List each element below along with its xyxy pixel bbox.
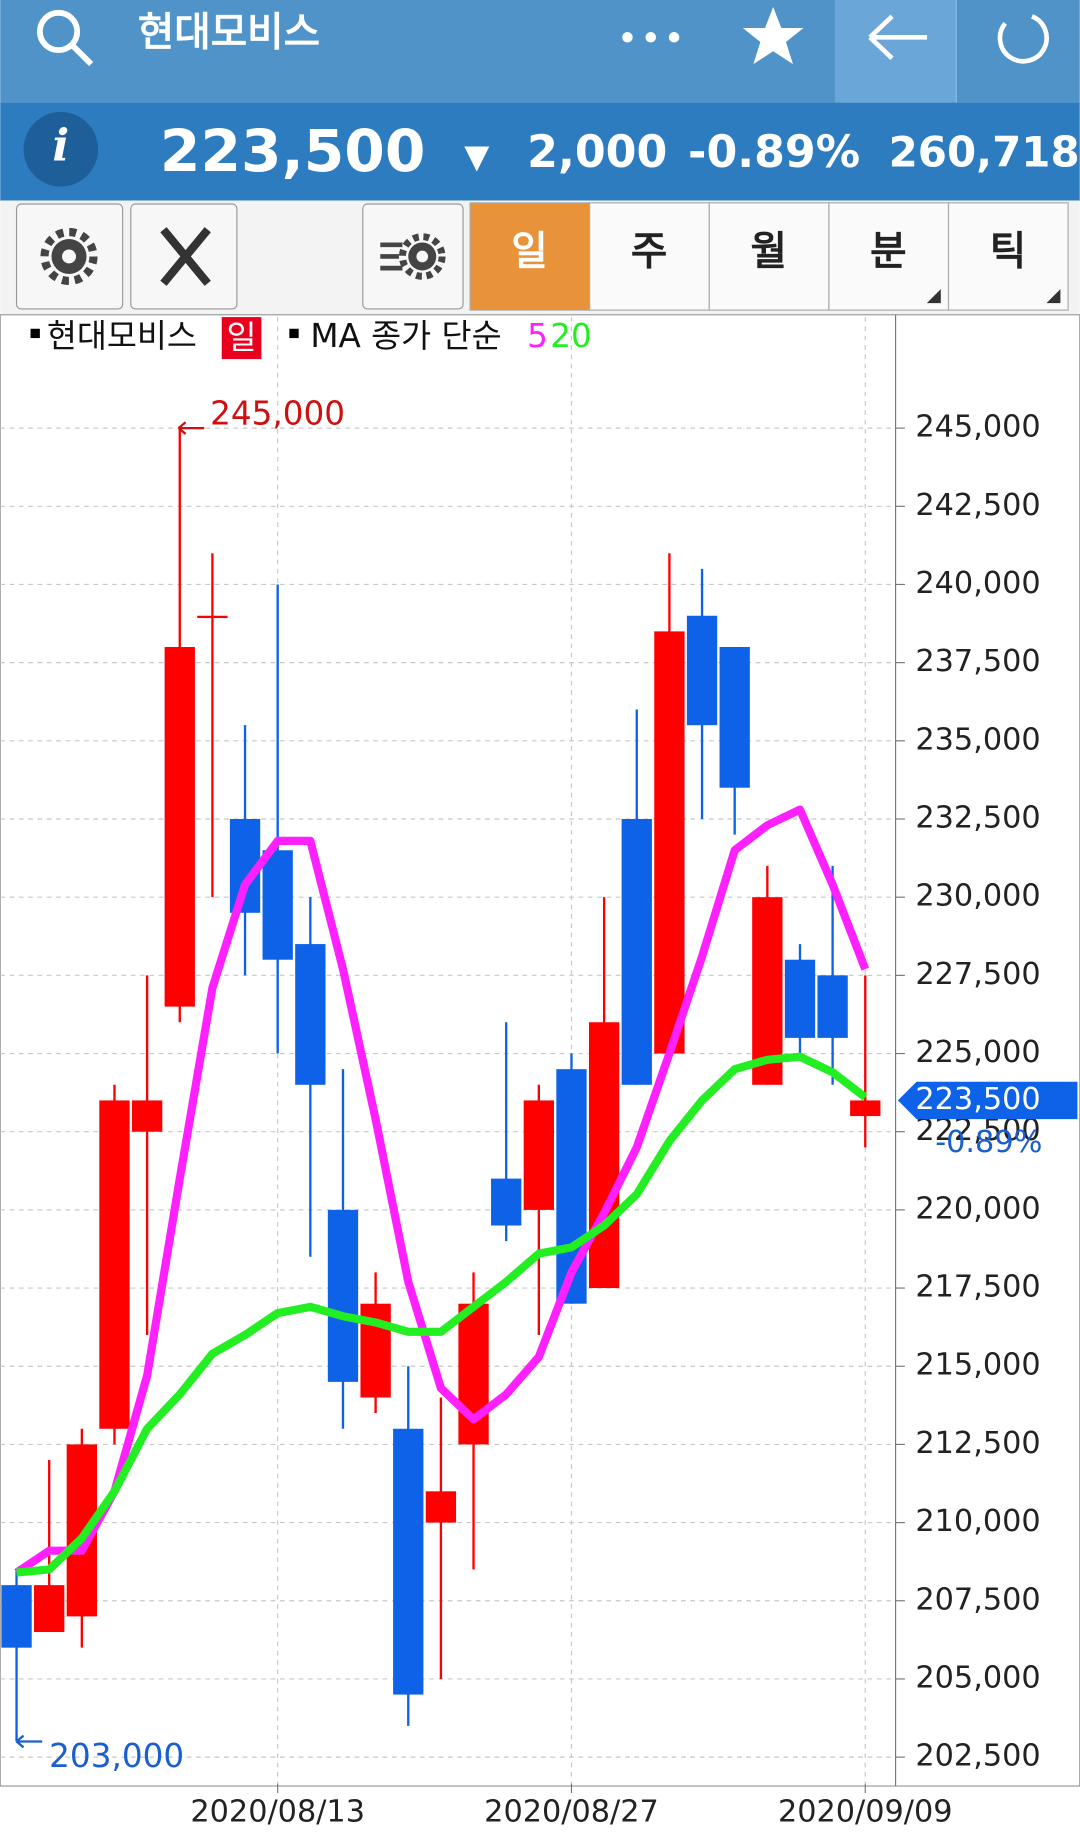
current-price-tag bbox=[897, 1081, 1078, 1120]
y-tick-label: 212,500 bbox=[915, 1426, 1040, 1461]
info-icon: i bbox=[52, 120, 69, 172]
stock-title: 현대모비스 bbox=[138, 9, 320, 55]
candle-body bbox=[34, 1585, 65, 1633]
current-change: -0.89% bbox=[935, 1125, 1042, 1160]
back-icon[interactable] bbox=[868, 14, 928, 60]
candle-body bbox=[686, 615, 718, 726]
legend-name: 현대모비스 bbox=[47, 317, 197, 355]
list-icon bbox=[380, 242, 403, 271]
y-tick-label: 242,500 bbox=[915, 488, 1040, 523]
y-tick-label: 217,500 bbox=[915, 1270, 1040, 1305]
high-label: 245,000 bbox=[210, 394, 345, 432]
candle-body bbox=[491, 1178, 522, 1226]
candle-body bbox=[327, 1209, 359, 1382]
candle-body bbox=[99, 1100, 130, 1429]
y-tick-label: 207,500 bbox=[915, 1582, 1040, 1617]
legend-ma-label: MA 종가 단순 bbox=[310, 317, 501, 355]
period-badge bbox=[221, 317, 262, 360]
candle-body bbox=[262, 850, 293, 960]
low-arrow bbox=[15, 1734, 43, 1749]
high-arrow bbox=[177, 421, 205, 435]
period-tab[interactable] bbox=[828, 202, 950, 311]
search-icon[interactable] bbox=[36, 9, 94, 67]
y-tick-label: 220,000 bbox=[915, 1191, 1040, 1226]
candle-body bbox=[295, 944, 326, 1085]
more-icon[interactable] bbox=[622, 32, 680, 43]
top-bar: 현대모비스 bbox=[0, 0, 1080, 103]
refresh-icon[interactable] bbox=[997, 14, 1049, 64]
period-tab-label: 일 bbox=[511, 229, 547, 275]
y-tick-label: 232,500 bbox=[915, 800, 1040, 835]
candle-body bbox=[850, 1100, 881, 1117]
price: 223,500 bbox=[160, 117, 425, 185]
y-tick-label: 225,000 bbox=[915, 1035, 1040, 1070]
y-tick-label: 245,000 bbox=[915, 410, 1040, 445]
dropdown-mark bbox=[926, 289, 941, 304]
candle-body bbox=[588, 1022, 620, 1289]
ma-line bbox=[16, 1052, 868, 1577]
period-tab[interactable] bbox=[708, 202, 830, 311]
y-tick-label: 202,500 bbox=[915, 1739, 1040, 1774]
legend-marker bbox=[289, 328, 299, 339]
candle-body bbox=[752, 897, 783, 1085]
legend-period: 일 bbox=[227, 318, 257, 356]
tools-icon bbox=[160, 227, 211, 286]
gear-icon bbox=[40, 227, 98, 286]
x-tick-label: 2020/08/13 bbox=[190, 1794, 365, 1828]
candle-body bbox=[197, 615, 228, 619]
volume: 260,718 bbox=[889, 128, 1080, 177]
period-tab[interactable] bbox=[469, 202, 591, 311]
period-tab-label: 분 bbox=[870, 229, 906, 275]
back-highlight bbox=[834, 0, 957, 103]
candle-body bbox=[1, 1585, 32, 1648]
x-tick-label: 2020/08/27 bbox=[484, 1794, 659, 1828]
period-tab[interactable] bbox=[947, 202, 1069, 311]
low-label: 203,000 bbox=[49, 1737, 184, 1775]
price-bar: i 223,500 ▼ 2,000 -0.89% 260,718 bbox=[0, 102, 1080, 201]
candle-body bbox=[817, 975, 848, 1038]
y-tick-label: 240,000 bbox=[915, 566, 1040, 601]
star-icon[interactable] bbox=[742, 6, 804, 65]
change-arrow: ▼ bbox=[464, 138, 489, 176]
candle-body bbox=[523, 1100, 554, 1210]
change: 2,000 bbox=[527, 127, 667, 178]
candle-body bbox=[654, 631, 685, 1054]
candle-body bbox=[393, 1428, 424, 1695]
change-pct: -0.89% bbox=[688, 127, 860, 178]
current-price-label: 223,500 bbox=[915, 1082, 1040, 1117]
candle-body bbox=[164, 647, 195, 1007]
info-button[interactable] bbox=[23, 111, 99, 187]
candle-body bbox=[425, 1491, 457, 1523]
price-bar-bg bbox=[0, 102, 1080, 201]
period-tab-label: 틱 bbox=[990, 229, 1026, 275]
y-tick-label: 210,000 bbox=[915, 1504, 1040, 1539]
y-tick-label: 235,000 bbox=[915, 722, 1040, 757]
candle-body bbox=[784, 959, 816, 1038]
period-tab-label: 월 bbox=[750, 229, 786, 275]
legend-marker bbox=[30, 328, 40, 339]
y-tick-label: 205,000 bbox=[915, 1660, 1040, 1695]
x-tick-label: 2020/09/09 bbox=[778, 1794, 953, 1828]
period-tab-label: 주 bbox=[631, 229, 667, 275]
y-tick-label: 230,000 bbox=[915, 879, 1040, 914]
gear-icon bbox=[398, 233, 446, 280]
dropdown-mark bbox=[1046, 289, 1061, 304]
candle-body bbox=[131, 1100, 163, 1132]
y-tick-label: 237,500 bbox=[915, 644, 1040, 679]
y-tick-label: 215,000 bbox=[915, 1348, 1040, 1383]
candle-body bbox=[621, 818, 652, 1085]
y-tick-label: 227,500 bbox=[915, 957, 1040, 992]
candle-body bbox=[719, 647, 750, 788]
ma-line bbox=[14, 805, 870, 1577]
legend-series: 5 bbox=[527, 317, 548, 355]
